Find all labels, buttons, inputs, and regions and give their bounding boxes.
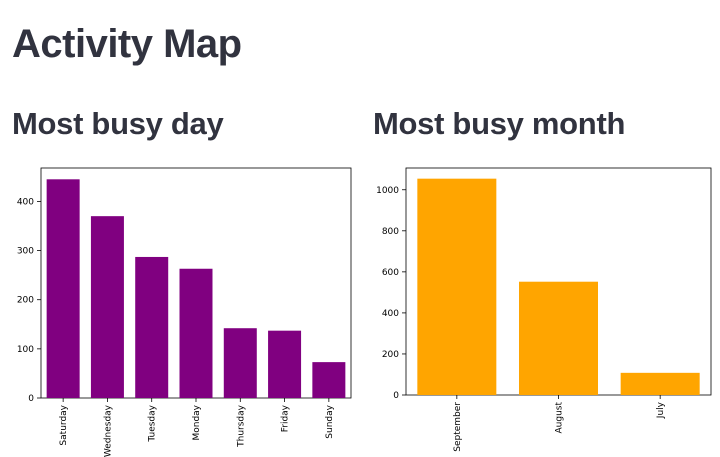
bar-wednesday xyxy=(90,216,124,398)
y-tick-label: 300 xyxy=(17,247,34,257)
bar-july xyxy=(620,372,700,395)
x-tick-label: Saturday xyxy=(59,404,69,445)
busy-day-heading: Most busy day xyxy=(12,106,224,141)
x-tick-label: August xyxy=(555,402,565,434)
y-tick-label: 0 xyxy=(393,391,399,401)
bar-saturday xyxy=(46,179,80,398)
bar-monday xyxy=(179,268,213,398)
page-title: Activity Map xyxy=(12,22,242,66)
bar-friday xyxy=(268,330,302,398)
y-tick-label: 800 xyxy=(382,227,399,237)
y-tick-label: 200 xyxy=(382,350,399,360)
y-tick-label: 200 xyxy=(17,296,34,306)
bar-tuesday xyxy=(135,256,169,398)
bar-september xyxy=(417,178,497,395)
x-tick-label: Friday xyxy=(281,404,291,432)
busy-month-chart: 0 200 400 600 800 1000 September August July xyxy=(376,167,712,452)
x-tick-label: July xyxy=(656,401,666,419)
bar-thursday xyxy=(223,328,257,398)
busy-day-chart: 0 100 200 300 400 Saturday Wednesday Tuesday Mon… xyxy=(17,167,352,457)
x-tick-label: September xyxy=(453,402,463,452)
y-tick-label: 100 xyxy=(17,345,34,355)
y-tick-label: 400 xyxy=(17,197,34,207)
x-tick-label: Monday xyxy=(192,404,202,440)
x-tick-label: Tuesday xyxy=(148,404,158,442)
x-tick-label: Sunday xyxy=(325,404,335,438)
y-tick-label: 1000 xyxy=(376,186,399,196)
y-tick-label: 0 xyxy=(28,394,34,404)
x-tick-label: Wednesday xyxy=(103,404,113,457)
y-tick-label: 400 xyxy=(382,309,399,319)
x-tick-label: Thursday xyxy=(236,404,246,448)
y-tick-label: 600 xyxy=(382,268,399,278)
bar-sunday xyxy=(312,362,346,398)
bar-august xyxy=(519,281,598,395)
busy-month-heading: Most busy month xyxy=(373,106,626,141)
